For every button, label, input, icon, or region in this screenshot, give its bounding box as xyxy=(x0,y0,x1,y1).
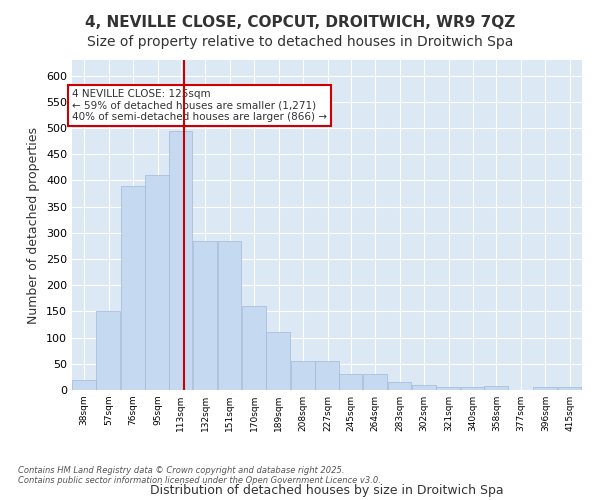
Bar xyxy=(266,332,290,390)
Text: Size of property relative to detached houses in Droitwich Spa: Size of property relative to detached ho… xyxy=(87,35,513,49)
Bar xyxy=(484,386,508,390)
Bar xyxy=(145,175,169,390)
Text: Contains HM Land Registry data © Crown copyright and database right 2025.
Contai: Contains HM Land Registry data © Crown c… xyxy=(18,466,381,485)
Bar xyxy=(388,382,412,390)
Bar xyxy=(363,374,387,390)
Bar xyxy=(242,306,266,390)
Bar xyxy=(316,361,339,390)
X-axis label: Distribution of detached houses by size in Droitwich Spa: Distribution of detached houses by size … xyxy=(150,484,504,497)
Bar xyxy=(218,240,241,390)
Bar xyxy=(338,374,362,390)
Y-axis label: Number of detached properties: Number of detached properties xyxy=(28,126,40,324)
Bar xyxy=(169,130,193,390)
Bar xyxy=(461,388,485,390)
Bar xyxy=(193,240,217,390)
Bar xyxy=(533,388,557,390)
Bar xyxy=(557,388,581,390)
Text: 4, NEVILLE CLOSE, COPCUT, DROITWICH, WR9 7QZ: 4, NEVILLE CLOSE, COPCUT, DROITWICH, WR9… xyxy=(85,15,515,30)
Text: 4 NEVILLE CLOSE: 125sqm
← 59% of detached houses are smaller (1,271)
40% of semi: 4 NEVILLE CLOSE: 125sqm ← 59% of detache… xyxy=(72,89,327,122)
Bar xyxy=(97,312,120,390)
Bar xyxy=(412,385,436,390)
Bar xyxy=(291,361,315,390)
Bar xyxy=(436,388,460,390)
Bar xyxy=(121,186,145,390)
Bar xyxy=(72,380,96,390)
